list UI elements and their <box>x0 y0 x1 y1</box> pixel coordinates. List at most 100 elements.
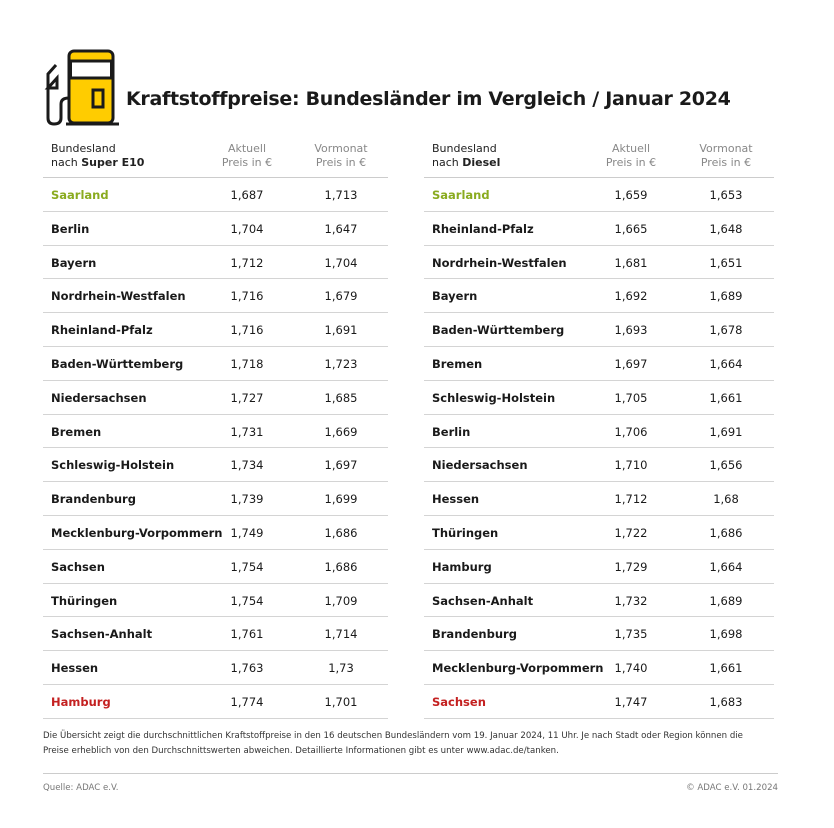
previous-price: 1,661 <box>709 661 743 676</box>
column-header-current: Aktuell Preis in € <box>586 142 676 170</box>
state-name: Sachsen <box>51 559 105 574</box>
previous-price: 1,699 <box>324 492 358 507</box>
copyright: © ADAC e.V. 01.2024 <box>686 783 778 793</box>
state-name: Thüringen <box>432 525 499 540</box>
column-header-previous: Vormonat Preis in € <box>296 142 386 170</box>
previous-price: 1,678 <box>709 323 743 338</box>
table-row: Sachsen 1,747 1,683 <box>424 685 774 719</box>
table-row: Thüringen 1,722 1,686 <box>424 516 774 550</box>
table-row: Sachsen 1,754 1,686 <box>43 550 388 584</box>
state-name: Bremen <box>432 356 483 371</box>
state-name: Niedersachsen <box>432 458 528 473</box>
previous-price: 1,679 <box>324 289 358 304</box>
table-row: Nordrhein-Westfalen 1,716 1,679 <box>43 279 388 314</box>
previous-price: 1,691 <box>324 323 358 338</box>
previous-price: 1,664 <box>709 559 743 574</box>
current-price: 1,722 <box>614 525 648 540</box>
previous-price: 1,701 <box>324 694 358 709</box>
state-name: Schleswig-Holstein <box>432 390 556 405</box>
previous-price: 1,653 <box>709 188 743 202</box>
state-name: Bremen <box>51 424 102 439</box>
header-unit: Preis in € <box>221 156 273 169</box>
table-row: Brandenburg 1,739 1,699 <box>43 482 388 516</box>
current-price: 1,687 <box>230 188 264 202</box>
state-name: Thüringen <box>51 593 118 608</box>
state-name: Hessen <box>51 661 99 676</box>
current-price: 1,727 <box>230 390 264 405</box>
previous-price: 1,651 <box>709 255 743 270</box>
previous-price: 1,656 <box>709 458 743 473</box>
state-name: Sachsen-Anhalt <box>432 593 534 608</box>
state-name: Baden-Württemberg <box>432 323 565 338</box>
fuel-pump-icon <box>44 49 119 126</box>
state-name: Niedersachsen <box>51 390 147 405</box>
table-row: Hamburg 1,774 1,701 <box>43 685 388 719</box>
table-row: Saarland 1,659 1,653 <box>424 178 774 212</box>
previous-price: 1,697 <box>324 458 358 473</box>
table-row: Sachsen-Anhalt 1,732 1,689 <box>424 584 774 618</box>
previous-price: 1,714 <box>324 627 358 642</box>
table-row: Schleswig-Holstein 1,734 1,697 <box>43 448 388 483</box>
header-line: Vormonat <box>699 142 753 155</box>
state-name: Nordrhein-Westfalen <box>432 255 567 270</box>
table-header: Bundesland nach Diesel Aktuell Preis in € … <box>424 142 774 178</box>
current-price: 1,739 <box>230 492 264 507</box>
current-price: 1,763 <box>230 661 264 676</box>
current-price: 1,712 <box>230 255 264 270</box>
previous-price: 1,689 <box>709 593 743 608</box>
table-header: Bundesland nach Super E10 Aktuell Preis in… <box>43 142 388 178</box>
fuel-type: Diesel <box>462 156 501 169</box>
column-header-current: Aktuell Preis in € <box>202 142 292 170</box>
state-name: Hamburg <box>51 694 111 709</box>
table-row: Rheinland-Pfalz 1,716 1,691 <box>43 313 388 347</box>
table-row: Berlin 1,706 1,691 <box>424 415 774 449</box>
current-price: 1,718 <box>230 356 264 371</box>
header-line: Aktuell <box>227 142 267 155</box>
table-row: Hessen 1,712 1,68 <box>424 482 774 516</box>
header-unit: Preis in € <box>700 156 752 169</box>
header-line: Bundesland <box>432 142 497 155</box>
state-name: Baden-Württemberg <box>51 356 184 371</box>
table-row: Schleswig-Holstein 1,705 1,661 <box>424 381 774 415</box>
state-name: Bayern <box>432 289 478 304</box>
fuel-type: Super E10 <box>81 156 145 169</box>
state-name: Schleswig-Holstein <box>51 458 175 473</box>
header-line: Vormonat <box>314 142 368 155</box>
current-price: 1,754 <box>230 593 264 608</box>
previous-price: 1,686 <box>709 525 743 540</box>
previous-price: 1,723 <box>324 356 358 371</box>
state-name: Berlin <box>51 221 90 236</box>
state-name: Sachsen <box>432 694 486 709</box>
source: Quelle: ADAC e.V. <box>43 783 119 793</box>
current-price: 1,735 <box>614 627 648 642</box>
state-name: Hamburg <box>432 559 492 574</box>
table-row: Bremen 1,697 1,664 <box>424 347 774 381</box>
state-name: Saarland <box>51 188 109 202</box>
state-name: Rheinland-Pfalz <box>432 221 534 236</box>
current-price: 1,754 <box>230 559 264 574</box>
state-name: Nordrhein-Westfalen <box>51 289 186 304</box>
table-row: Mecklenburg-Vorpommern 1,749 1,686 <box>43 516 388 550</box>
table-row: Bayern 1,692 1,689 <box>424 279 774 314</box>
footnote: Die Übersicht zeigt die durchschnittlich… <box>43 731 743 756</box>
previous-price: 1,686 <box>324 525 358 540</box>
divider <box>43 773 778 774</box>
table-row: Nordrhein-Westfalen 1,681 1,651 <box>424 246 774 280</box>
previous-price: 1,648 <box>709 221 743 236</box>
table-row: Saarland 1,687 1,713 <box>43 178 388 212</box>
super-e10-table: Bundesland nach Super E10 Aktuell Preis in… <box>43 142 388 719</box>
previous-price: 1,698 <box>709 627 743 642</box>
previous-price: 1,686 <box>324 559 358 574</box>
current-price: 1,681 <box>614 255 648 270</box>
current-price: 1,712 <box>614 492 648 507</box>
current-price: 1,706 <box>614 424 648 439</box>
previous-price: 1,691 <box>709 424 743 439</box>
state-name: Sachsen-Anhalt <box>51 627 153 642</box>
previous-price: 1,669 <box>324 424 358 439</box>
state-name: Saarland <box>432 188 490 202</box>
state-name: Berlin <box>432 424 471 439</box>
table-row: Thüringen 1,754 1,709 <box>43 584 388 618</box>
table-row: Rheinland-Pfalz 1,665 1,648 <box>424 212 774 246</box>
previous-price: 1,709 <box>324 593 358 608</box>
table-row: Hamburg 1,729 1,664 <box>424 550 774 584</box>
